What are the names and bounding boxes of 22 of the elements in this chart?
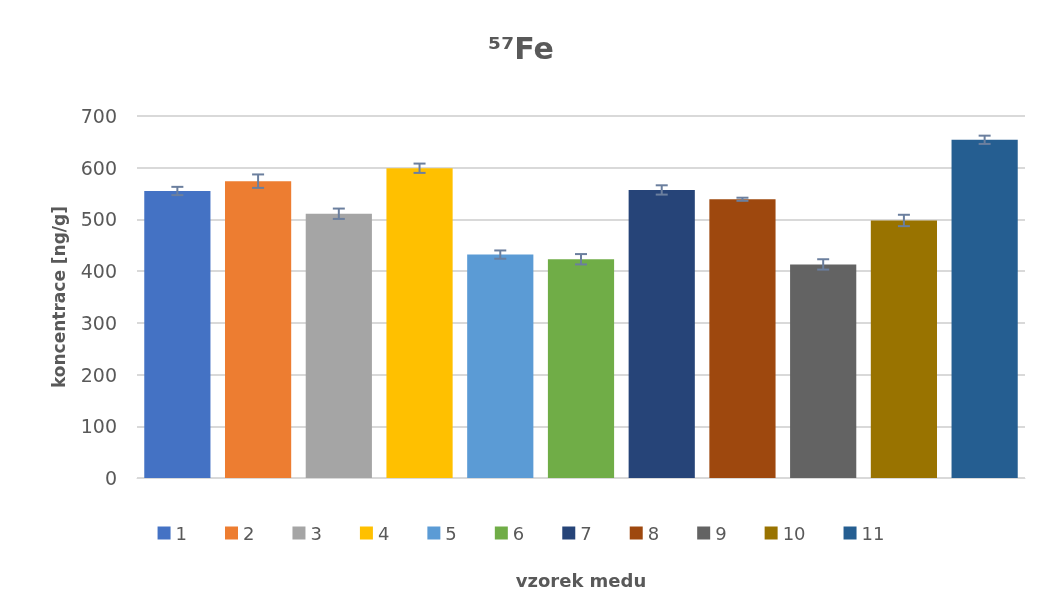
y-axis-title: koncentrace [ng/g] bbox=[48, 205, 69, 389]
x-axis-title: vzorek medu bbox=[515, 569, 647, 591]
y-tick-label: 400 bbox=[80, 260, 117, 283]
legend-label: 7 bbox=[580, 522, 592, 544]
chart-title: ⁵⁷Fe bbox=[488, 30, 554, 66]
y-tick-label: 500 bbox=[80, 208, 117, 231]
legend-label: 8 bbox=[647, 522, 660, 544]
y-tick-label: 700 bbox=[80, 105, 117, 127]
legend-label: 11 bbox=[861, 522, 885, 544]
y-tick-label: 600 bbox=[80, 156, 117, 179]
legend-label: 4 bbox=[377, 522, 390, 544]
y-tick-label: 100 bbox=[80, 415, 117, 438]
legend-label: 1 bbox=[175, 522, 188, 544]
y-tick-label: 300 bbox=[80, 311, 117, 334]
legend-label: 9 bbox=[715, 522, 727, 544]
legend-label: 10 bbox=[782, 522, 806, 544]
y-tick-label: 0 bbox=[104, 467, 117, 489]
legend-label: 6 bbox=[512, 522, 525, 544]
legend-label: 3 bbox=[310, 522, 322, 544]
legend-label: 5 bbox=[445, 522, 457, 544]
y-tick-label: 200 bbox=[80, 363, 117, 386]
legend-label: 2 bbox=[243, 522, 255, 544]
